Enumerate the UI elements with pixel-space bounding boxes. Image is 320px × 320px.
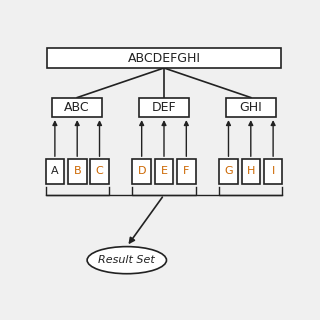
Text: G: G: [224, 166, 233, 176]
FancyBboxPatch shape: [177, 159, 196, 184]
FancyBboxPatch shape: [226, 98, 276, 117]
FancyBboxPatch shape: [219, 159, 238, 184]
Ellipse shape: [87, 247, 166, 274]
FancyBboxPatch shape: [45, 159, 64, 184]
FancyBboxPatch shape: [52, 98, 102, 117]
Text: B: B: [73, 166, 81, 176]
FancyBboxPatch shape: [264, 159, 283, 184]
Text: C: C: [96, 166, 103, 176]
Text: ABC: ABC: [64, 101, 90, 114]
Text: GHI: GHI: [239, 101, 262, 114]
FancyBboxPatch shape: [68, 159, 86, 184]
Text: H: H: [247, 166, 255, 176]
FancyBboxPatch shape: [242, 159, 260, 184]
Text: F: F: [183, 166, 189, 176]
FancyBboxPatch shape: [139, 98, 189, 117]
FancyBboxPatch shape: [90, 159, 109, 184]
Text: I: I: [271, 166, 275, 176]
Text: D: D: [137, 166, 146, 176]
Text: A: A: [51, 166, 59, 176]
FancyBboxPatch shape: [132, 159, 151, 184]
Text: Result Set: Result Set: [99, 255, 155, 265]
Text: ABCDEFGHI: ABCDEFGHI: [127, 52, 201, 65]
FancyBboxPatch shape: [155, 159, 173, 184]
Text: E: E: [161, 166, 167, 176]
Text: DEF: DEF: [152, 101, 176, 114]
FancyBboxPatch shape: [47, 48, 281, 68]
